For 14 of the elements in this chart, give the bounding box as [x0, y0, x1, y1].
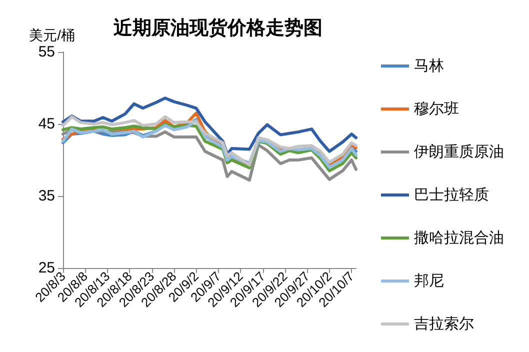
line-series [62, 96, 358, 156]
legend-label: 穆尔班 [414, 100, 459, 118]
legend-label: 撒哈拉混合油 [414, 230, 504, 246]
legend-label: 吉拉索尔 [414, 316, 474, 332]
y-axis-title: 美元/桶 [29, 27, 75, 43]
legend-label: 马林 [414, 58, 444, 74]
chart-title: 近期原油现货价格走势图 [112, 17, 322, 39]
y-tick-label: 55 [38, 44, 55, 60]
legend-label: 邦尼 [414, 272, 444, 290]
y-tick-label: 45 [38, 116, 55, 132]
legend-label: 伊朗重质原油 [414, 144, 504, 160]
y-tick-label: 25 [38, 260, 55, 276]
legend-label: 巴士拉轻质 [414, 186, 489, 204]
y-tick-label: 35 [38, 188, 55, 204]
